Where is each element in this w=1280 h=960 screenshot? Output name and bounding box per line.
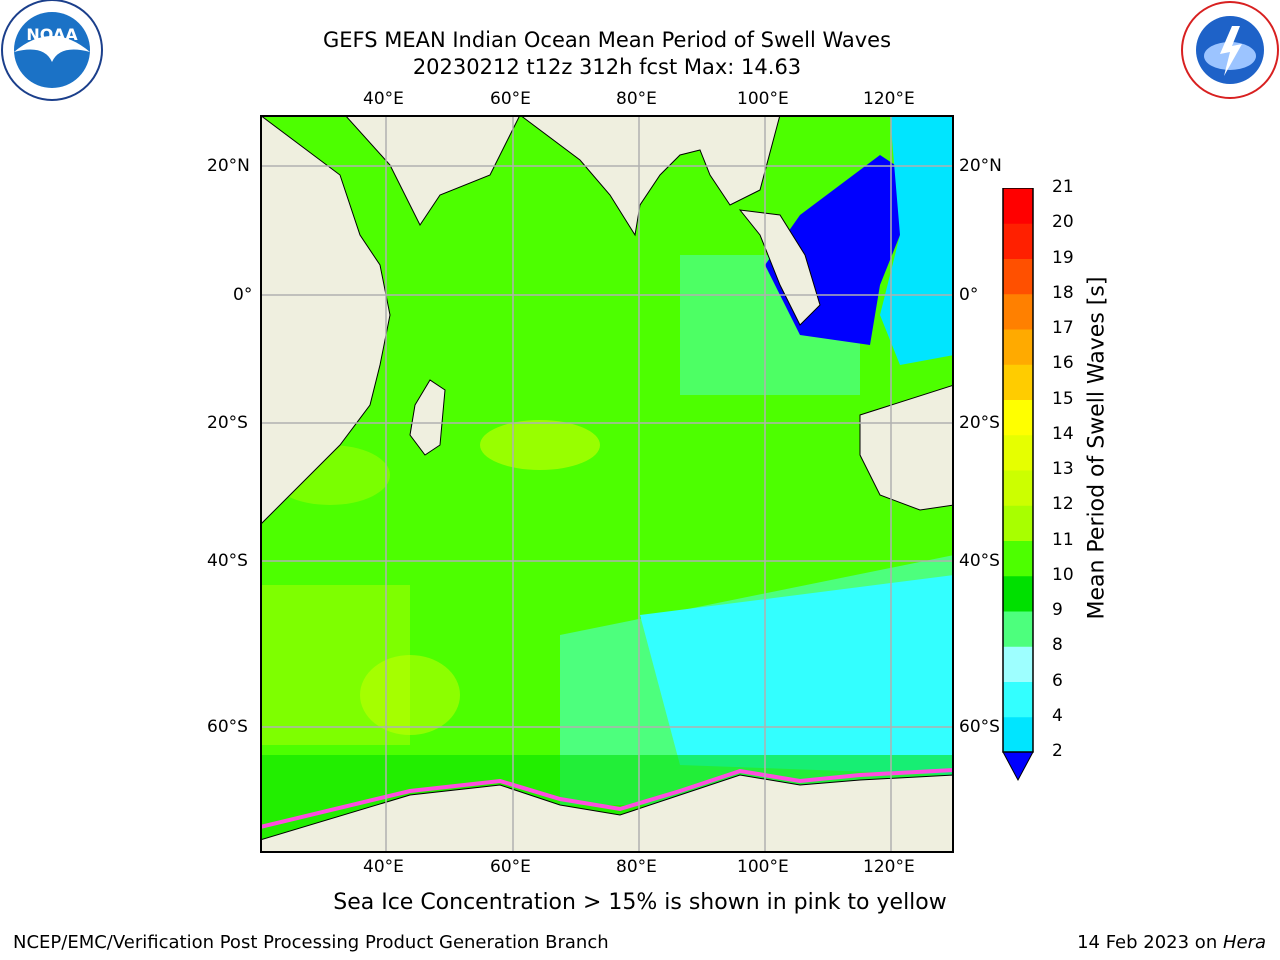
colorbar-bin	[1003, 188, 1033, 224]
map-frame	[260, 115, 954, 853]
sea-ice-edge	[260, 768, 954, 829]
colorbar-tick-label: 6	[1052, 670, 1063, 691]
colorbar-bin	[1003, 434, 1033, 471]
map-panel	[260, 115, 954, 853]
colorbar-bin	[1003, 258, 1033, 295]
colorbar-bin	[1003, 681, 1033, 718]
colorbar-tick-labels: 2 4 6 8 9 10 11 12 13 14 15 16 17 18 19 20 21	[1052, 0, 1092, 960]
footer-right: 14 Feb 2023 on Hera	[1077, 932, 1266, 953]
colorbar-tick-label: 12	[1052, 494, 1074, 515]
colorbar-tick-label: 19	[1052, 247, 1074, 268]
colorbar-tick-label: 15	[1052, 388, 1074, 409]
colorbar-tick-label: 14	[1052, 423, 1074, 444]
lon-tick-bottom-100e: 100°E	[737, 857, 789, 877]
noaa-logo-text: NOAA	[26, 25, 78, 44]
colorbar-bin	[1003, 329, 1033, 365]
colorbar-svg	[1002, 187, 1034, 782]
lon-tick-top-60e: 60°E	[490, 89, 531, 109]
colorbar-bin	[1003, 646, 1033, 682]
colorbar-bin	[1003, 540, 1033, 577]
colorbar-tick-label: 4	[1052, 705, 1063, 726]
map-svg	[260, 115, 954, 853]
colorbar-bin	[1003, 399, 1033, 436]
colorbar-bin	[1003, 575, 1033, 612]
colorbar-extend-triangle	[1002, 751, 1034, 782]
nws-logo	[1180, 0, 1280, 100]
lat-tick-right-0: 0°	[959, 285, 979, 305]
chart-title-line2: 20230212 t12z 312h fcst Max: 14.63	[412, 55, 802, 79]
lat-tick-left-40s: 40°S	[207, 551, 248, 571]
lat-tick-right-20n: 20°N	[959, 156, 1002, 176]
colorbar-tick-label: 18	[1052, 282, 1074, 303]
lat-tick-left-60s: 60°S	[207, 717, 248, 737]
colorbar-tick-label: 13	[1052, 459, 1074, 479]
colorbar	[1000, 187, 1036, 782]
colorbar-bin	[1003, 223, 1033, 259]
lat-tick-right-60s: 60°S	[959, 717, 1000, 737]
footer-host: Hera	[1222, 932, 1266, 953]
lat-tick-left-0: 0°	[233, 285, 253, 305]
colorbar-bin	[1003, 293, 1033, 330]
colorbar-tick-label: 20	[1052, 212, 1074, 233]
colorbar-frame	[1002, 187, 1034, 753]
pacific-strip	[880, 115, 954, 365]
lon-tick-bottom-120e: 120°E	[863, 857, 915, 877]
colorbar-tick-label: 10	[1052, 564, 1074, 585]
chart-title-line1: GEFS MEAN Indian Ocean Mean Period of Sw…	[322, 28, 892, 52]
sea-ice-caption: Sea Ice Concentration > 15% is shown in …	[333, 890, 947, 915]
colorbar-tick-label: 17	[1052, 318, 1074, 338]
lat-tick-right-20s: 20°S	[959, 413, 1000, 433]
colorbar-tick-label: 21	[1052, 177, 1074, 197]
noaa-logo: NOAA	[0, 0, 104, 104]
colorbar-tick-label: 2	[1052, 741, 1063, 761]
colorbar-title: Mean Period of Swell Waves [s]	[1084, 276, 1110, 620]
colorbar-tick-label: 8	[1052, 635, 1063, 656]
lon-tick-bottom-60e: 60°E	[490, 857, 531, 877]
lon-tick-top-100e: 100°E	[737, 89, 789, 109]
footer-left: NCEP/EMC/Verification Post Processing Pr…	[13, 932, 609, 953]
lat-tick-left-20s: 20°S	[207, 413, 248, 433]
colorbar-tick-label: 11	[1052, 529, 1074, 550]
colorbar-bin	[1003, 611, 1033, 647]
colorbar-tick-label: 9	[1052, 600, 1063, 620]
colorbar-tick-label: 16	[1052, 353, 1074, 374]
colorbar-bin	[1003, 505, 1033, 541]
footer-date: 14 Feb 2023 on	[1077, 932, 1223, 953]
lon-tick-top-80e: 80°E	[616, 89, 657, 109]
colorbar-bin	[1003, 716, 1033, 753]
gridlines	[260, 115, 954, 853]
lon-tick-bottom-80e: 80°E	[616, 857, 657, 877]
colorbar-bin	[1003, 470, 1033, 506]
lon-tick-bottom-40e: 40°E	[363, 857, 404, 877]
lat-tick-left-20n: 20°N	[207, 156, 250, 176]
lat-tick-right-40s: 40°S	[959, 551, 1000, 571]
colorbar-bin	[1003, 364, 1033, 400]
lon-tick-top-40e: 40°E	[363, 89, 404, 109]
lon-tick-top-120e: 120°E	[863, 89, 915, 109]
